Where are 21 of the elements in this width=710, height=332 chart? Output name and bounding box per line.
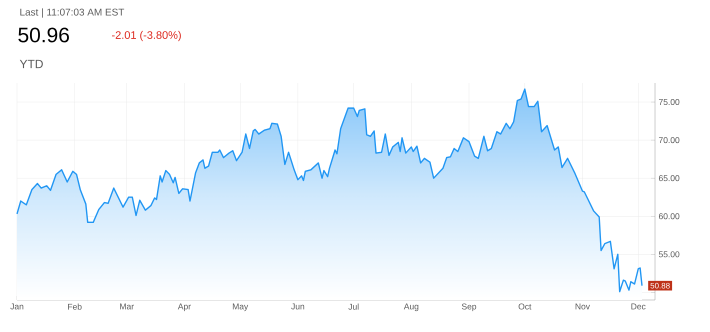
y-tick-label: 70.00 (658, 137, 680, 144)
x-tick-label: Aug (404, 304, 418, 312)
x-tick-label: Mar (120, 304, 134, 310)
text: YTD (20, 60, 43, 68)
text: Last | 11:07:03 AM EST (20, 8, 124, 18)
x-tick-label: Jan (10, 304, 24, 310)
x-tick-label: Sep (462, 304, 476, 312)
x-tick-label: Jun (291, 304, 304, 310)
y-tick-label: 55.00 (658, 251, 680, 258)
x-tick-label: May (232, 304, 248, 312)
x-tick-label: Apr (178, 304, 191, 312)
x-tick-label: Jul (348, 304, 359, 310)
chart-subtitle: -2.01 (-3.80%) (112, 30, 181, 42)
x-tick-label: Feb (68, 304, 82, 310)
y-tick-label: 75.00 (658, 99, 680, 106)
x-tick-label: Nov (576, 304, 590, 310)
x-tick-label: Oct (518, 304, 532, 310)
chart-title: 50.96 (18, 28, 69, 42)
y-tick-label: 60.00 (658, 213, 680, 220)
x-tick-label: Dec (631, 304, 646, 310)
y-tick-label: 65.00 (658, 175, 680, 182)
